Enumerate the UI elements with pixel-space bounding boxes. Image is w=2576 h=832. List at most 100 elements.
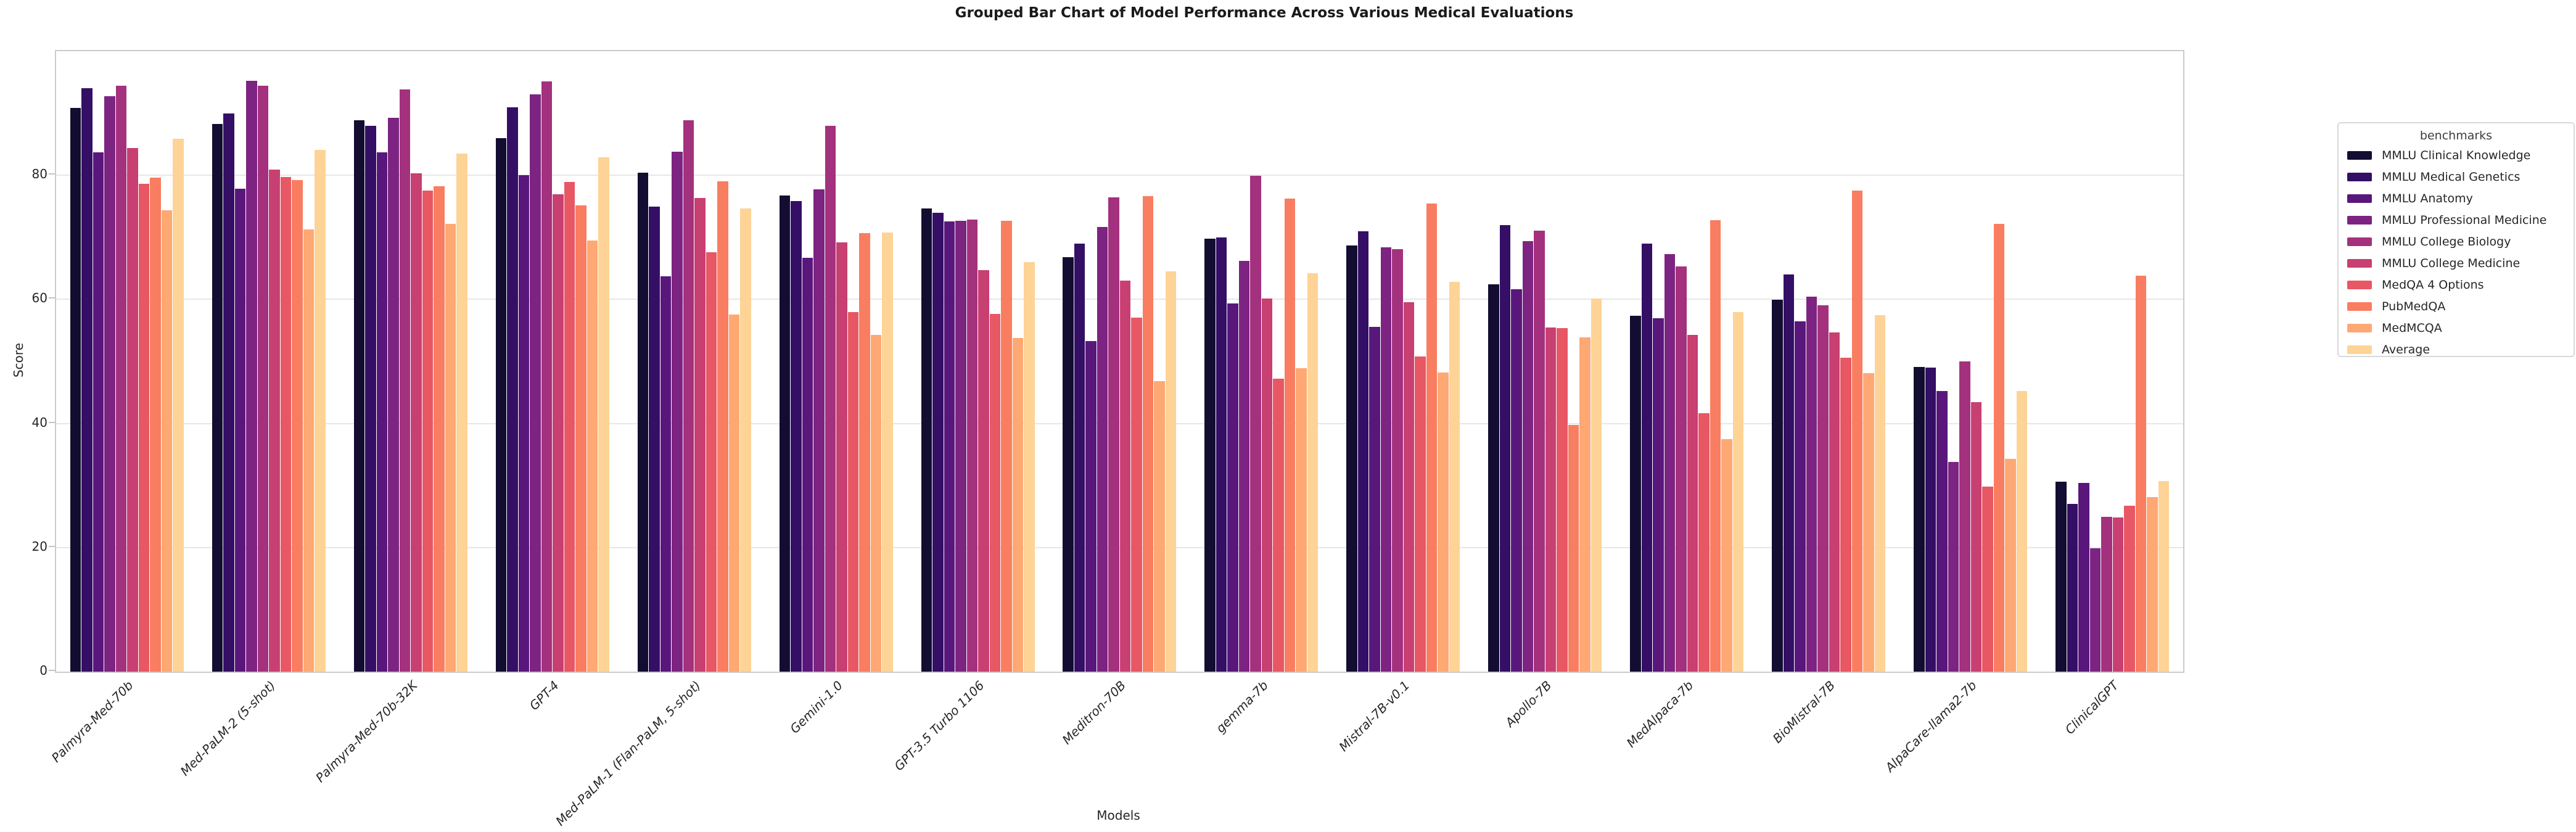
legend-item: MedMCQA [2339, 317, 2574, 339]
bar [1165, 271, 1177, 672]
gridline-y80 [56, 175, 2183, 176]
bar [70, 107, 81, 672]
bar [1142, 196, 1154, 672]
bar [813, 189, 825, 672]
bar [966, 219, 978, 672]
bar-group-BioMistral-7B [1758, 51, 1899, 672]
bar [978, 270, 989, 672]
bar [1216, 237, 1227, 672]
bar [376, 152, 388, 672]
bar [728, 314, 740, 672]
bar [1863, 373, 1874, 672]
bar [637, 173, 649, 672]
bar [1676, 266, 1687, 672]
x-tick-label: gemma-7b [1212, 678, 1271, 736]
bar [399, 89, 411, 672]
bar [1936, 391, 1948, 672]
bar [1154, 381, 1165, 672]
bar [989, 313, 1001, 672]
bar [836, 242, 847, 672]
x-tick-label: Med-PaLM-2 (5-shot) [177, 678, 278, 779]
x-tick-label: GPT-4 [526, 678, 562, 714]
bar [1001, 220, 1012, 672]
bar [223, 113, 234, 672]
bar [257, 86, 269, 672]
x-tick-label: ClinicalGPT [2062, 678, 2122, 738]
bar [847, 311, 859, 672]
legend-item: MMLU College Biology [2339, 231, 2574, 252]
bar [388, 117, 399, 672]
x-tick-label: Apollo-7B [1502, 678, 1555, 730]
bar-group-Med-PaLM-2 (5-shot) [198, 51, 340, 672]
bar [1914, 367, 1925, 672]
bar [575, 205, 586, 672]
bar [2078, 483, 2089, 672]
bar [1204, 238, 1216, 672]
y-tick-mark [49, 421, 55, 423]
bar [1074, 243, 1085, 672]
legend: benchmarks MMLU Clinical Knowledge MMLU M… [2337, 122, 2575, 357]
bar [303, 229, 315, 672]
bar [1732, 311, 1744, 672]
bar-group-Apollo-7B [1474, 51, 1616, 672]
bar [2112, 517, 2124, 672]
bar [104, 96, 115, 672]
bar [1369, 326, 1380, 672]
gridline-y40 [56, 422, 2183, 424]
bar [1273, 379, 1284, 672]
bar [1545, 327, 1557, 672]
bar [1874, 315, 1886, 672]
legend-item: MMLU Medical Genetics [2339, 166, 2574, 187]
bar [2158, 481, 2170, 672]
bar [1948, 461, 1959, 672]
bar [944, 221, 955, 672]
bar [1415, 356, 1426, 672]
bar [717, 181, 728, 672]
bar [921, 208, 932, 672]
bar-group-GPT-4 [482, 51, 623, 672]
bar [93, 152, 104, 672]
bar [353, 120, 365, 672]
bar [541, 81, 553, 672]
bar [932, 212, 944, 672]
bar [246, 81, 257, 672]
bar [802, 258, 813, 672]
bar [1488, 284, 1499, 672]
legend-label: PubMedQA [2382, 299, 2446, 313]
bar [456, 154, 467, 672]
plot-area [55, 50, 2184, 673]
x-tick-label: Palmyra-Med-70b-32K [312, 678, 420, 786]
bar [1795, 321, 1806, 672]
legend-label: MMLU Medical Genetics [2382, 170, 2520, 184]
bar [1238, 261, 1250, 672]
gridline-y20 [56, 546, 2183, 548]
bar [1261, 299, 1273, 672]
bar [2101, 516, 2112, 672]
bar [1097, 226, 1108, 672]
bar [1108, 197, 1119, 672]
bar [150, 178, 161, 672]
bar [518, 175, 530, 672]
bar [1630, 315, 1641, 672]
bar [870, 334, 882, 672]
gridline-y60 [56, 299, 2183, 300]
bar [1131, 317, 1142, 672]
bar [955, 220, 966, 672]
x-tick-label: MedAlpaca-7b [1623, 678, 1697, 751]
bar-group-MedAlpaca-7b [1616, 51, 1758, 672]
legend-label: MedMCQA [2382, 321, 2442, 335]
bar [1024, 262, 1035, 672]
chart-title: Grouped Bar Chart of Model Performance A… [955, 5, 1574, 21]
bar [138, 184, 150, 672]
legend-label: MedQA 4 Options [2382, 278, 2484, 292]
bar [1721, 439, 1732, 672]
bar [706, 252, 717, 672]
legend-item: MMLU Clinical Knowledge [2339, 144, 2574, 166]
bar [1012, 337, 1024, 672]
x-tick-label: Mistral-7B-v0.1 [1336, 678, 1413, 754]
y-axis-label: Score [11, 342, 26, 378]
bar-group-Gemini-1.0 [765, 51, 907, 672]
bar [1590, 299, 1602, 672]
bar [1783, 274, 1795, 672]
